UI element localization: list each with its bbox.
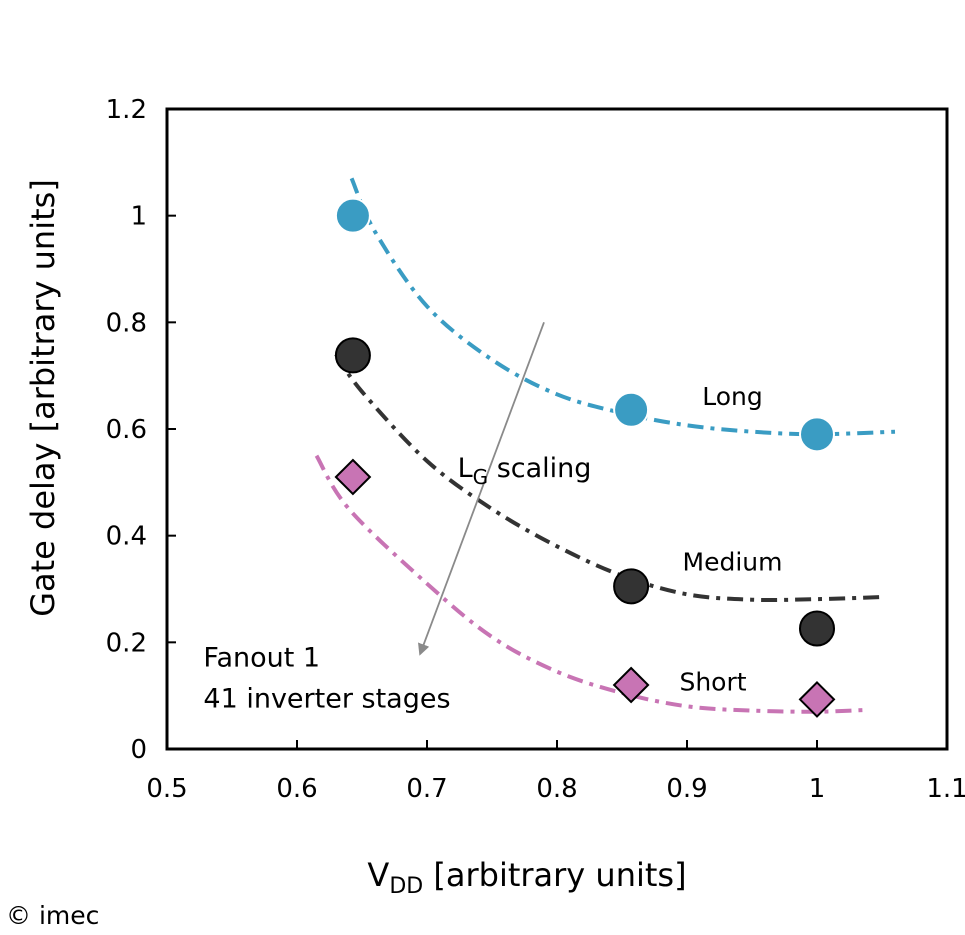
fit-curve-short (314, 454, 863, 714)
lg-scaling-sub: G (473, 465, 489, 489)
scaling-arrow (418, 322, 545, 656)
y-tick-label: 0.2 (106, 628, 147, 658)
y-tick-label: 0 (130, 735, 147, 765)
y-tick-label: 1 (130, 202, 147, 232)
note-line: 41 inverter stages (203, 683, 450, 714)
x-tick-label: 1.1 (926, 774, 965, 804)
y-tick-label: 0.6 (106, 415, 147, 445)
point-short (334, 458, 372, 496)
point-long (334, 197, 371, 234)
point-medium (334, 337, 371, 374)
curve-label-long: Long (702, 382, 763, 411)
y-axis-title: Gate delay [arbitrary units] (24, 179, 62, 617)
fit-curve-long (349, 177, 896, 437)
point-medium (613, 568, 650, 605)
point-long (799, 416, 835, 453)
y-tick-label: 0.4 (106, 522, 147, 552)
point-short (798, 680, 836, 718)
annotations: Long Medium Short LG scaling Fanout 1 41 inve… (203, 322, 782, 714)
lg-scaling-rest: scaling (488, 453, 591, 484)
y-tick-label: 1.2 (106, 95, 147, 125)
point-short (612, 666, 650, 704)
point-medium (799, 610, 835, 647)
x-tick-label: 1 (809, 774, 826, 804)
copyright-text: © imec (6, 901, 99, 930)
point-long (613, 391, 650, 428)
note-line: Fanout 1 (203, 642, 320, 673)
x-axis-title-rest: [arbitrary units] (423, 856, 686, 894)
y-tick-label: 0.8 (106, 308, 147, 338)
lg-scaling-main: L (458, 453, 473, 484)
x-axis-title-main: V (367, 856, 389, 894)
x-axis-title-sub: DD (389, 874, 423, 899)
x-tick-label: 0.7 (406, 774, 447, 804)
x-tick-label: 0.6 (276, 774, 317, 804)
x-tick-label: 0.8 (536, 774, 577, 804)
curve-label-short: Short (679, 667, 746, 696)
x-tick-label: 0.5 (146, 774, 187, 804)
y-axis-ticks: 0 0.2 0.4 0.6 0.8 1 1.2 (106, 95, 176, 765)
plot-frame (165, 107, 949, 751)
x-axis-title: VDD [arbitrary units] (367, 856, 686, 899)
fit-curves (314, 177, 896, 714)
curve-label-medium: Medium (683, 547, 783, 576)
x-tick-label: 0.9 (666, 774, 707, 804)
lg-scaling-label: LG scaling (458, 453, 592, 489)
fit-curve-medium (334, 353, 883, 603)
data-points (334, 197, 836, 718)
